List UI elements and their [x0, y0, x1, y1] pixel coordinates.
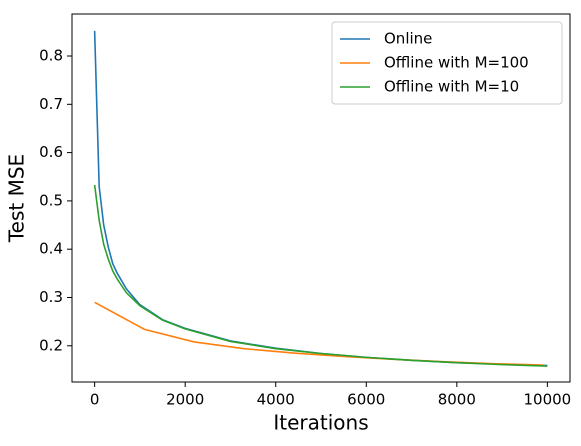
legend-label: Offline with M=100: [384, 54, 529, 72]
series-line: [94, 301, 543, 366]
y-tick-label: 0.2: [39, 336, 63, 354]
y-axis-label: Test MSE: [5, 154, 29, 243]
plot-frame: [71, 13, 571, 383]
y-tick-label: 0.6: [39, 143, 63, 161]
x-tick-label: 6000: [347, 391, 385, 409]
legend-label: Online: [384, 30, 432, 48]
x-tick-label: 8000: [438, 391, 476, 409]
series-line: [93, 184, 548, 367]
x-tick-label: 4000: [257, 391, 295, 409]
x-axis-label: Iterations: [273, 411, 368, 435]
x-tick-label: 2000: [166, 391, 204, 409]
y-tick-label: 0.7: [39, 95, 63, 113]
legend-box: [331, 21, 563, 105]
y-tick-label: 0.8: [39, 47, 63, 65]
x-tick-label: 0: [90, 391, 100, 409]
y-tick-label: 0.5: [39, 191, 63, 209]
x-tick-label: 10000: [524, 391, 572, 409]
legend-label: Offline with M=10: [384, 78, 519, 96]
y-tick-label: 0.3: [39, 288, 63, 306]
y-tick-label: 0.4: [39, 240, 63, 258]
